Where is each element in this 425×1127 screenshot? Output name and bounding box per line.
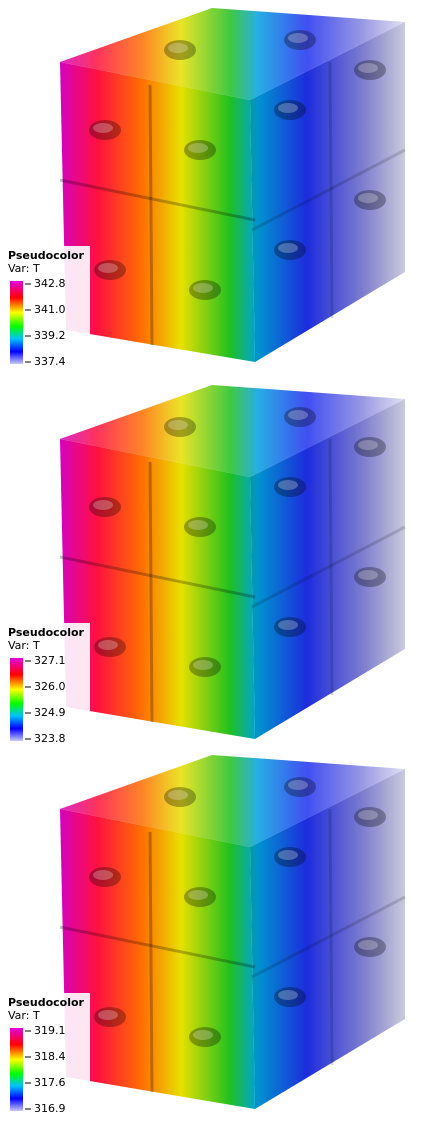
tick-label: 339.2 <box>34 329 66 342</box>
hole-highlight <box>98 1010 118 1020</box>
hole-highlight <box>278 480 298 490</box>
hole-highlight <box>168 790 188 800</box>
hole-highlight <box>188 520 208 530</box>
legend-title: Pseudocolor <box>8 249 85 262</box>
legend-variable: Var: T <box>8 1009 40 1022</box>
tick-label: 316.9 <box>34 1102 66 1115</box>
legend-title: Pseudocolor <box>8 626 85 639</box>
hole-highlight <box>188 890 208 900</box>
hole-highlight <box>168 420 188 430</box>
hole-highlight <box>288 780 308 790</box>
hole-highlight <box>98 640 118 650</box>
tick-label: 342.8 <box>34 277 66 290</box>
rendered-object <box>60 8 405 362</box>
rendered-object <box>60 755 405 1109</box>
tick-label: 318.4 <box>34 1050 66 1063</box>
visualization-page: PseudocolorVar: T342.8341.0339.2337.4Pse… <box>0 0 425 1127</box>
hole-highlight <box>278 103 298 113</box>
legend-variable: Var: T <box>8 639 40 652</box>
hole-highlight <box>278 243 298 253</box>
hole-highlight <box>278 850 298 860</box>
hole-highlight <box>168 43 188 53</box>
color-bar <box>10 658 23 741</box>
color-bar <box>10 281 23 364</box>
rendered-object <box>60 385 405 739</box>
hole-highlight <box>358 63 378 73</box>
tick-label: 324.9 <box>34 706 66 719</box>
legend-variable: Var: T <box>8 262 40 275</box>
hole-highlight <box>358 193 378 203</box>
hole-highlight <box>288 33 308 43</box>
strut-edge <box>150 832 152 1092</box>
hole-highlight <box>358 440 378 450</box>
hole-highlight <box>193 283 213 293</box>
tick-label: 327.1 <box>34 654 66 667</box>
hole-highlight <box>193 660 213 670</box>
legend-title: Pseudocolor <box>8 996 85 1009</box>
hole-highlight <box>93 500 113 510</box>
tick-label: 323.8 <box>34 732 66 745</box>
hole-highlight <box>93 870 113 880</box>
hole-highlight <box>358 570 378 580</box>
color-bar <box>10 1028 23 1111</box>
tick-label: 341.0 <box>34 303 66 316</box>
tick-label: 319.1 <box>34 1024 66 1037</box>
hole-highlight <box>193 1030 213 1040</box>
strut-edge <box>150 85 152 345</box>
hole-highlight <box>93 123 113 133</box>
tick-label: 326.0 <box>34 680 66 693</box>
hole-highlight <box>98 263 118 273</box>
hole-highlight <box>288 410 308 420</box>
tick-label: 337.4 <box>34 355 66 368</box>
hole-highlight <box>358 940 378 950</box>
hole-highlight <box>278 990 298 1000</box>
hole-highlight <box>358 810 378 820</box>
strut-edge <box>150 462 152 722</box>
tick-label: 317.6 <box>34 1076 66 1089</box>
hole-highlight <box>188 143 208 153</box>
hole-highlight <box>278 620 298 630</box>
